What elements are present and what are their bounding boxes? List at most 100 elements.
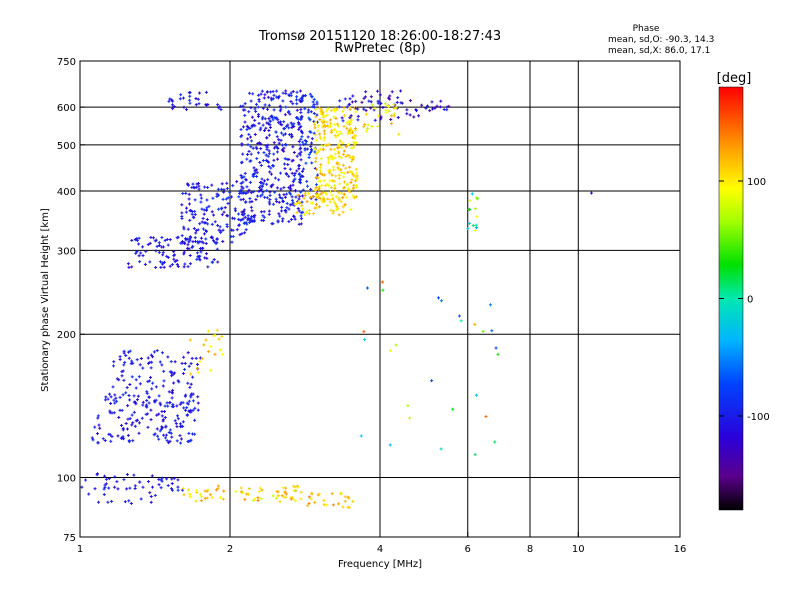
data-point [140, 416, 144, 420]
axis-ticks: 1 2 4 6 8 10 16 75 100 200 300 400 500 600 750 [57, 57, 686, 555]
data-point [191, 240, 195, 244]
data-point [388, 97, 392, 101]
data-point [204, 103, 208, 107]
data-point [312, 103, 316, 107]
data-point [241, 180, 245, 184]
data-point [327, 184, 331, 188]
data-point [170, 396, 174, 400]
data-point [172, 105, 176, 109]
data-point [195, 257, 199, 261]
data-point [255, 157, 259, 161]
data-point [337, 182, 341, 186]
data-point [341, 141, 345, 145]
data-point [257, 121, 261, 125]
data-point [392, 114, 396, 118]
data-point [109, 395, 113, 399]
data-point [115, 480, 119, 484]
data-point [90, 436, 94, 440]
data-point [157, 250, 161, 254]
data-point [179, 93, 183, 97]
data-point [299, 497, 303, 501]
data-point [248, 135, 252, 139]
data-point [95, 473, 99, 477]
data-point [108, 392, 112, 396]
data-point [146, 356, 150, 360]
data-point [283, 195, 287, 199]
data-point [335, 204, 339, 208]
data-point [181, 401, 185, 405]
data-point [252, 215, 256, 219]
data-point [221, 497, 225, 501]
data-point [334, 135, 338, 139]
data-point [291, 201, 295, 205]
data-point [317, 188, 321, 192]
data-point [210, 222, 214, 226]
data-point [267, 103, 271, 107]
data-point [312, 111, 316, 115]
data-point [275, 186, 279, 190]
data-point [314, 156, 318, 160]
data-point [301, 188, 305, 192]
data-point [494, 346, 498, 350]
data-point [293, 499, 297, 503]
data-point [248, 220, 252, 224]
data-point [286, 163, 290, 167]
data-point [221, 352, 225, 356]
data-point [221, 239, 225, 243]
data-point [216, 103, 220, 107]
data-point [170, 435, 174, 439]
data-point [352, 174, 356, 178]
data-point [149, 408, 153, 412]
data-point [325, 503, 329, 507]
data-point [147, 379, 151, 383]
data-point [96, 416, 100, 420]
data-point [309, 145, 313, 149]
data-point [182, 406, 186, 410]
data-point [171, 107, 175, 111]
data-point [342, 192, 346, 196]
data-point [381, 288, 385, 292]
data-point [187, 364, 191, 368]
data-point [261, 106, 265, 110]
data-point [337, 176, 341, 180]
data-point [250, 139, 254, 143]
data-point [172, 257, 176, 261]
gridlines [80, 61, 680, 537]
data-point [341, 163, 345, 167]
data-point [159, 403, 163, 407]
data-point [263, 93, 267, 97]
data-point [167, 431, 171, 435]
data-point [206, 185, 210, 189]
data-point [311, 100, 315, 104]
data-point [220, 187, 224, 191]
data-point [241, 186, 245, 190]
data-point [188, 410, 192, 414]
data-point [326, 124, 330, 128]
data-point [201, 216, 205, 220]
y-tick-label: 200 [57, 330, 76, 341]
data-point [342, 175, 346, 179]
data-point [336, 124, 340, 128]
data-point [247, 487, 251, 491]
data-point [301, 167, 305, 171]
data-point [162, 379, 166, 383]
data-point [308, 151, 312, 155]
data-point [191, 215, 195, 219]
data-point [248, 159, 252, 163]
data-point [295, 169, 299, 173]
data-point [240, 210, 244, 214]
data-point [328, 179, 332, 183]
data-point [334, 116, 338, 120]
data-point [287, 94, 291, 98]
data-point [336, 166, 340, 170]
data-point [320, 119, 324, 123]
data-point [292, 178, 296, 182]
data-point [205, 217, 209, 221]
data-point [209, 235, 213, 239]
data-point [351, 146, 355, 150]
data-point [323, 132, 327, 136]
data-point [481, 329, 485, 333]
data-point [253, 132, 257, 136]
data-point [113, 475, 117, 479]
